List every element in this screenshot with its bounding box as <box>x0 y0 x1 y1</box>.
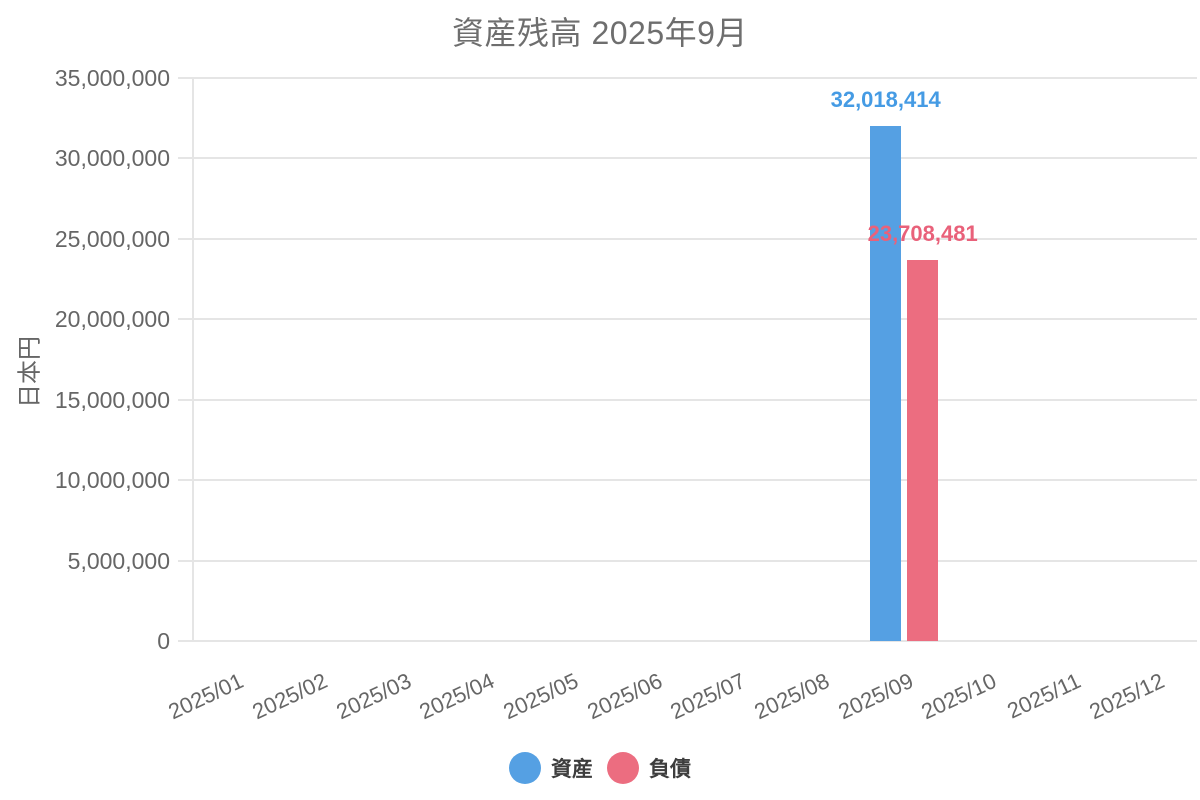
x-tick-label: 2025/06 <box>583 668 666 725</box>
x-tick-label: 2025/11 <box>1002 668 1085 724</box>
legend-label-assets: 資産 <box>551 758 593 781</box>
legend-label-liabilities: 負債 <box>649 758 691 781</box>
y-tick-label: 25,000,000 <box>54 225 170 252</box>
gridline <box>178 237 1197 240</box>
legend-item-assets[interactable]: 資産 <box>509 752 593 784</box>
bar-assets[interactable] <box>870 125 902 641</box>
x-tick-label: 2025/12 <box>1085 668 1168 725</box>
legend-marker-icon-assets <box>509 752 541 784</box>
x-tick-label: 2025/03 <box>332 668 415 725</box>
legend: 資産 負債 <box>0 752 1200 784</box>
legend-marker-icon-liabilities <box>607 752 639 784</box>
chart-title: 資産残高 2025年9月 <box>452 15 748 51</box>
y-tick-label: 10,000,000 <box>54 467 170 494</box>
gridline <box>178 640 1197 642</box>
x-tick-label: 2025/10 <box>917 668 1001 725</box>
x-tick-label: 2025/07 <box>666 668 750 725</box>
bar-liabilities[interactable] <box>907 259 939 641</box>
x-tick-label: 2025/02 <box>248 668 332 725</box>
y-tick-label: 5,000,000 <box>67 547 170 574</box>
gridline <box>178 398 1197 401</box>
y-tick-label: 15,000,000 <box>54 386 170 413</box>
y-axis-line <box>192 78 194 642</box>
value-label-assets: 32,018,414 <box>830 86 941 112</box>
gridline <box>178 559 1197 562</box>
y-tick-label: 20,000,000 <box>54 306 170 333</box>
x-tick-label: 2025/05 <box>499 668 583 725</box>
x-tick-label: 2025/04 <box>415 668 499 725</box>
y-tick-label: 30,000,000 <box>54 145 170 172</box>
x-tick-label: 2025/01 <box>164 668 248 725</box>
gridline <box>178 479 1197 482</box>
gridline <box>178 77 1197 79</box>
gridline <box>178 318 1197 321</box>
x-tick-label: 2025/09 <box>834 668 917 725</box>
legend-item-liabilities[interactable]: 負債 <box>607 752 691 784</box>
y-tick-label: 0 <box>157 628 170 654</box>
y-tick-label: 35,000,000 <box>54 65 170 91</box>
value-label-liabilities: 23,708,481 <box>867 220 978 246</box>
x-tick-label: 2025/08 <box>750 668 834 725</box>
gridline <box>178 157 1197 160</box>
